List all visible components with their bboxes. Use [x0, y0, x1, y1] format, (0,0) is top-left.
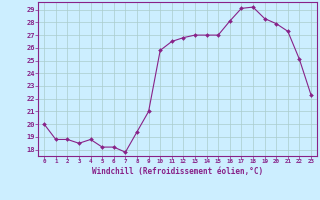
X-axis label: Windchill (Refroidissement éolien,°C): Windchill (Refroidissement éolien,°C)	[92, 167, 263, 176]
